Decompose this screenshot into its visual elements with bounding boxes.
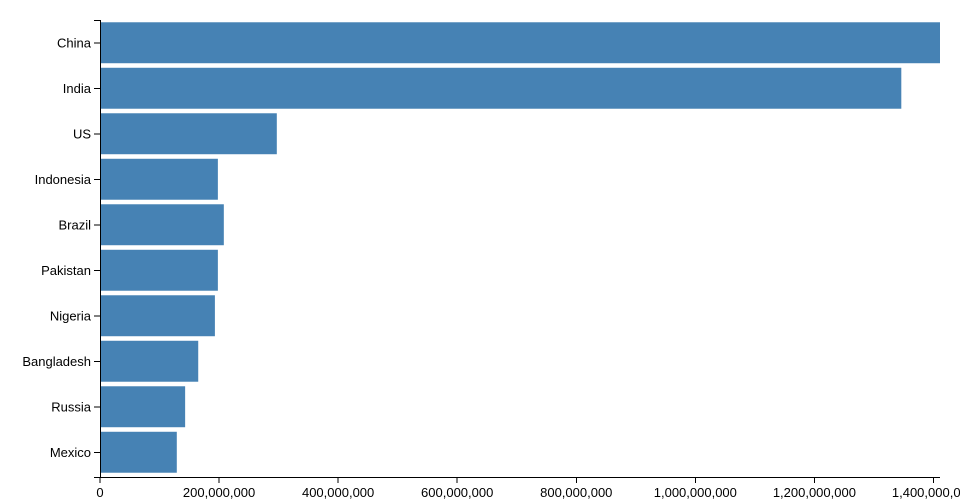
y-tick-label: Mexico (50, 445, 91, 460)
y-tick-label: India (63, 81, 92, 96)
y-tick-label: Pakistan (41, 263, 91, 278)
bar (100, 158, 218, 200)
bar (100, 22, 940, 64)
x-tick-label: 1,200,000,000 (773, 485, 856, 500)
bar (100, 431, 177, 473)
y-axis-line (94, 20, 101, 478)
bar (100, 249, 218, 291)
x-tick-label: 200,000,000 (183, 485, 255, 500)
bar (100, 386, 186, 428)
y-tick-label: China (57, 35, 92, 50)
y-tick-label: US (73, 126, 91, 141)
bar (100, 340, 199, 382)
y-tick-label: Indonesia (35, 172, 92, 187)
bar (100, 204, 224, 246)
x-tick-label: 400,000,000 (302, 485, 374, 500)
x-tick-label: 1,000,000,000 (654, 485, 737, 500)
x-tick-label: 0 (96, 485, 103, 500)
x-tick-label: 800,000,000 (540, 485, 612, 500)
y-tick-label: Russia (51, 399, 92, 414)
y-tick-label: Bangladesh (22, 354, 91, 369)
bar (100, 295, 215, 337)
bar (100, 113, 277, 155)
y-tick-label: Nigeria (50, 308, 92, 323)
x-tick-label: 600,000,000 (421, 485, 493, 500)
bar (100, 67, 902, 109)
x-tick-label: 1,400,000,000 (892, 485, 960, 500)
y-tick-label: Brazil (58, 217, 91, 232)
